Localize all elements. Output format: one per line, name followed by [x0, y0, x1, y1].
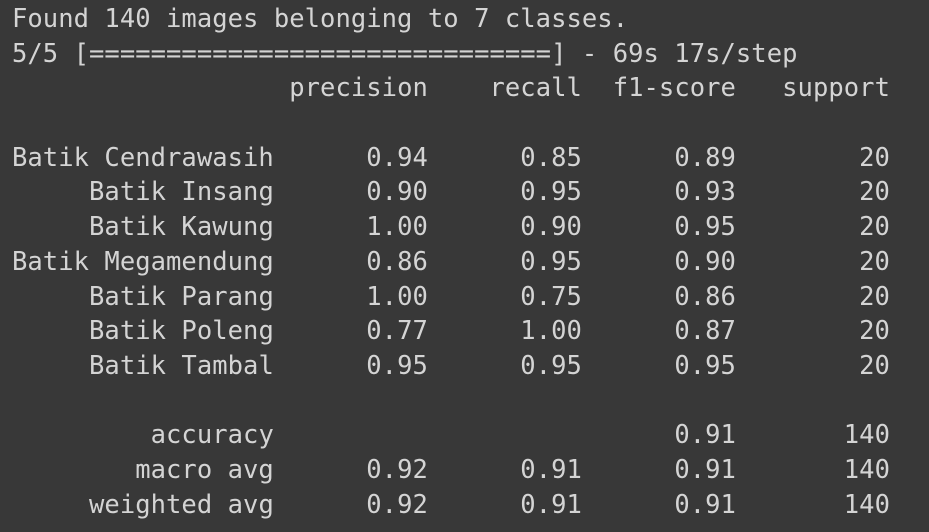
- metric-value: 0.95: [520, 350, 582, 381]
- blank-line: [12, 106, 890, 141]
- metric-value: 0.92: [366, 454, 428, 485]
- metric-value: 0.87: [674, 316, 736, 347]
- report-row: Batik Megamendung 0.86 0.95 0.90 20: [12, 245, 890, 280]
- report-header-row: precision recall f1-score support: [12, 71, 890, 106]
- metric-value: 0.91: [520, 489, 582, 520]
- column-header: support: [782, 73, 890, 104]
- metric-value: 0.89: [674, 142, 736, 173]
- cell-output: Found 140 images belonging to 7 classes.…: [12, 2, 890, 522]
- row-label: accuracy: [150, 420, 274, 451]
- metric-value: 0.90: [674, 246, 736, 277]
- metric-value: 0.91: [674, 489, 736, 520]
- column-header: f1-score: [612, 73, 736, 104]
- row-label: Batik Parang: [89, 281, 274, 312]
- metric-value: 0.77: [366, 316, 428, 347]
- metric-value: 140: [843, 454, 890, 485]
- header-text: 5/5 [==============================] - 6…: [12, 38, 798, 69]
- metric-value: 0.90: [366, 177, 428, 208]
- metric-value: 0.86: [366, 246, 428, 277]
- report-row: Batik Kawung 1.00 0.90 0.95 20: [12, 210, 890, 245]
- metric-value: 20: [859, 177, 890, 208]
- row-label: Batik Cendrawasih: [12, 142, 274, 173]
- report-row: accuracy 0.91 140: [12, 418, 890, 453]
- report-row: Batik Cendrawasih 0.94 0.85 0.89 20: [12, 141, 890, 176]
- metric-value: 20: [859, 212, 890, 243]
- header-line: 5/5 [==============================] - 6…: [12, 37, 890, 72]
- metric-value: 20: [859, 281, 890, 312]
- metric-value: 0.95: [520, 177, 582, 208]
- header-line: Found 140 images belonging to 7 classes.: [12, 2, 890, 37]
- report-row: Batik Poleng 0.77 1.00 0.87 20: [12, 314, 890, 349]
- metric-value: 0.93: [674, 177, 736, 208]
- metric-value: 0.91: [520, 454, 582, 485]
- report-row: Batik Insang 0.90 0.95 0.93 20: [12, 175, 890, 210]
- metric-value: 0.92: [366, 489, 428, 520]
- report-row: macro avg 0.92 0.91 0.91 140: [12, 453, 890, 488]
- column-header: recall: [489, 73, 582, 104]
- report-row: Batik Tambal 0.95 0.95 0.95 20: [12, 349, 890, 384]
- metric-value: 0.95: [674, 212, 736, 243]
- metric-value: 0.95: [520, 246, 582, 277]
- metric-value: 1.00: [366, 281, 428, 312]
- metric-value: 0.91: [674, 454, 736, 485]
- metric-value: 20: [859, 142, 890, 173]
- metric-value: 140: [843, 489, 890, 520]
- metric-value: 0.75: [520, 281, 582, 312]
- header-text: Found 140 images belonging to 7 classes.: [12, 4, 629, 34]
- metric-value: 1.00: [520, 316, 582, 347]
- report-row: Batik Parang 1.00 0.75 0.86 20: [12, 280, 890, 315]
- report-row: weighted avg 0.92 0.91 0.91 140: [12, 488, 890, 523]
- metric-value: 0.91: [674, 420, 736, 451]
- row-label: macro avg: [135, 454, 274, 485]
- metric-value: 1.00: [366, 212, 428, 243]
- metric-value: 0.86: [674, 281, 736, 312]
- row-label: Batik Poleng: [89, 316, 274, 347]
- row-label: weighted avg: [89, 489, 274, 520]
- row-label: Batik Tambal: [89, 350, 274, 381]
- metric-value: 20: [859, 246, 890, 277]
- metric-value: 0.95: [674, 350, 736, 381]
- metric-value: 140: [843, 420, 890, 451]
- row-label: Batik Insang: [89, 177, 274, 208]
- metric-value: 0.85: [520, 142, 582, 173]
- metric-value: 20: [859, 316, 890, 347]
- row-label: Batik Kawung: [89, 212, 274, 243]
- metric-value: 0.95: [366, 350, 428, 381]
- row-label: Batik Megamendung: [12, 246, 274, 277]
- column-header: precision: [289, 73, 428, 104]
- blank-line: [12, 384, 890, 419]
- metric-value: 0.94: [366, 142, 428, 173]
- metric-value: 0.90: [520, 212, 582, 243]
- metric-value: 20: [859, 350, 890, 381]
